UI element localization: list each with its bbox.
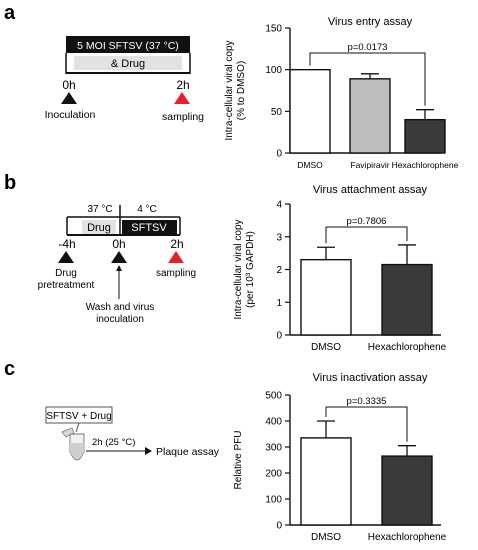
y-tick-label: 400: [265, 417, 282, 428]
bar: [349, 78, 391, 154]
y-tick-label: 100: [265, 65, 282, 76]
y-tick-label: 1: [276, 298, 282, 309]
panel-letter-c: c: [4, 358, 16, 380]
y-tick-label: 2: [276, 265, 282, 276]
bar: [289, 68, 331, 154]
y-axis-label: Relative PFU: [233, 431, 244, 490]
significance-bracket: [325, 406, 408, 442]
x-tick-label: DMSO: [297, 160, 323, 170]
y-tick-label: 300: [265, 443, 282, 454]
panel-letter-a: a: [4, 2, 16, 24]
x-tick-label: Hexachlorophene: [368, 532, 447, 543]
y-tick-label: 200: [265, 469, 282, 480]
y-tick-label: 4: [276, 200, 282, 211]
chart-title: Virus inactivation assay: [313, 372, 428, 384]
y-tick-label: 3: [276, 232, 282, 243]
bar: [381, 455, 433, 526]
x-tick-label: Favipiravir: [350, 160, 389, 170]
y-tick-label: 0: [276, 149, 282, 160]
significance-bracket: [325, 226, 408, 244]
x-tick-label: DMSO: [311, 342, 341, 353]
p-value-annotation: p=0.3335: [347, 396, 387, 407]
y-tick-label: 50: [271, 107, 283, 118]
y-axis-label: Intra-cellular viral copy: [233, 219, 244, 319]
y-tick-label: 150: [265, 24, 282, 35]
significance-bracket: [309, 52, 426, 106]
y-axis-label: Intra-cellular viral copy: [224, 40, 235, 140]
x-tick-label: Hexachlorophene: [368, 342, 447, 353]
p-value-annotation: p=0.7806: [347, 216, 387, 227]
x-tick-label: Hexachlorophene: [392, 160, 459, 170]
y-tick-label: 0: [276, 521, 282, 532]
p-value-annotation: p=0.0173: [348, 42, 388, 53]
panel-letter-b: b: [4, 172, 17, 194]
chart-title: Virus attachment assay: [313, 184, 428, 196]
bar: [300, 437, 352, 526]
chart-title: Virus entry assay: [328, 16, 413, 28]
y-axis-label: (per 10³ GAPDH): [245, 231, 256, 308]
y-tick-label: 100: [265, 495, 282, 506]
y-tick-label: 0: [276, 331, 282, 342]
y-tick-label: 500: [265, 391, 282, 402]
y-axis-label: (% to DMSO): [236, 61, 247, 120]
x-tick-label: DMSO: [311, 532, 341, 543]
bar: [381, 263, 433, 336]
